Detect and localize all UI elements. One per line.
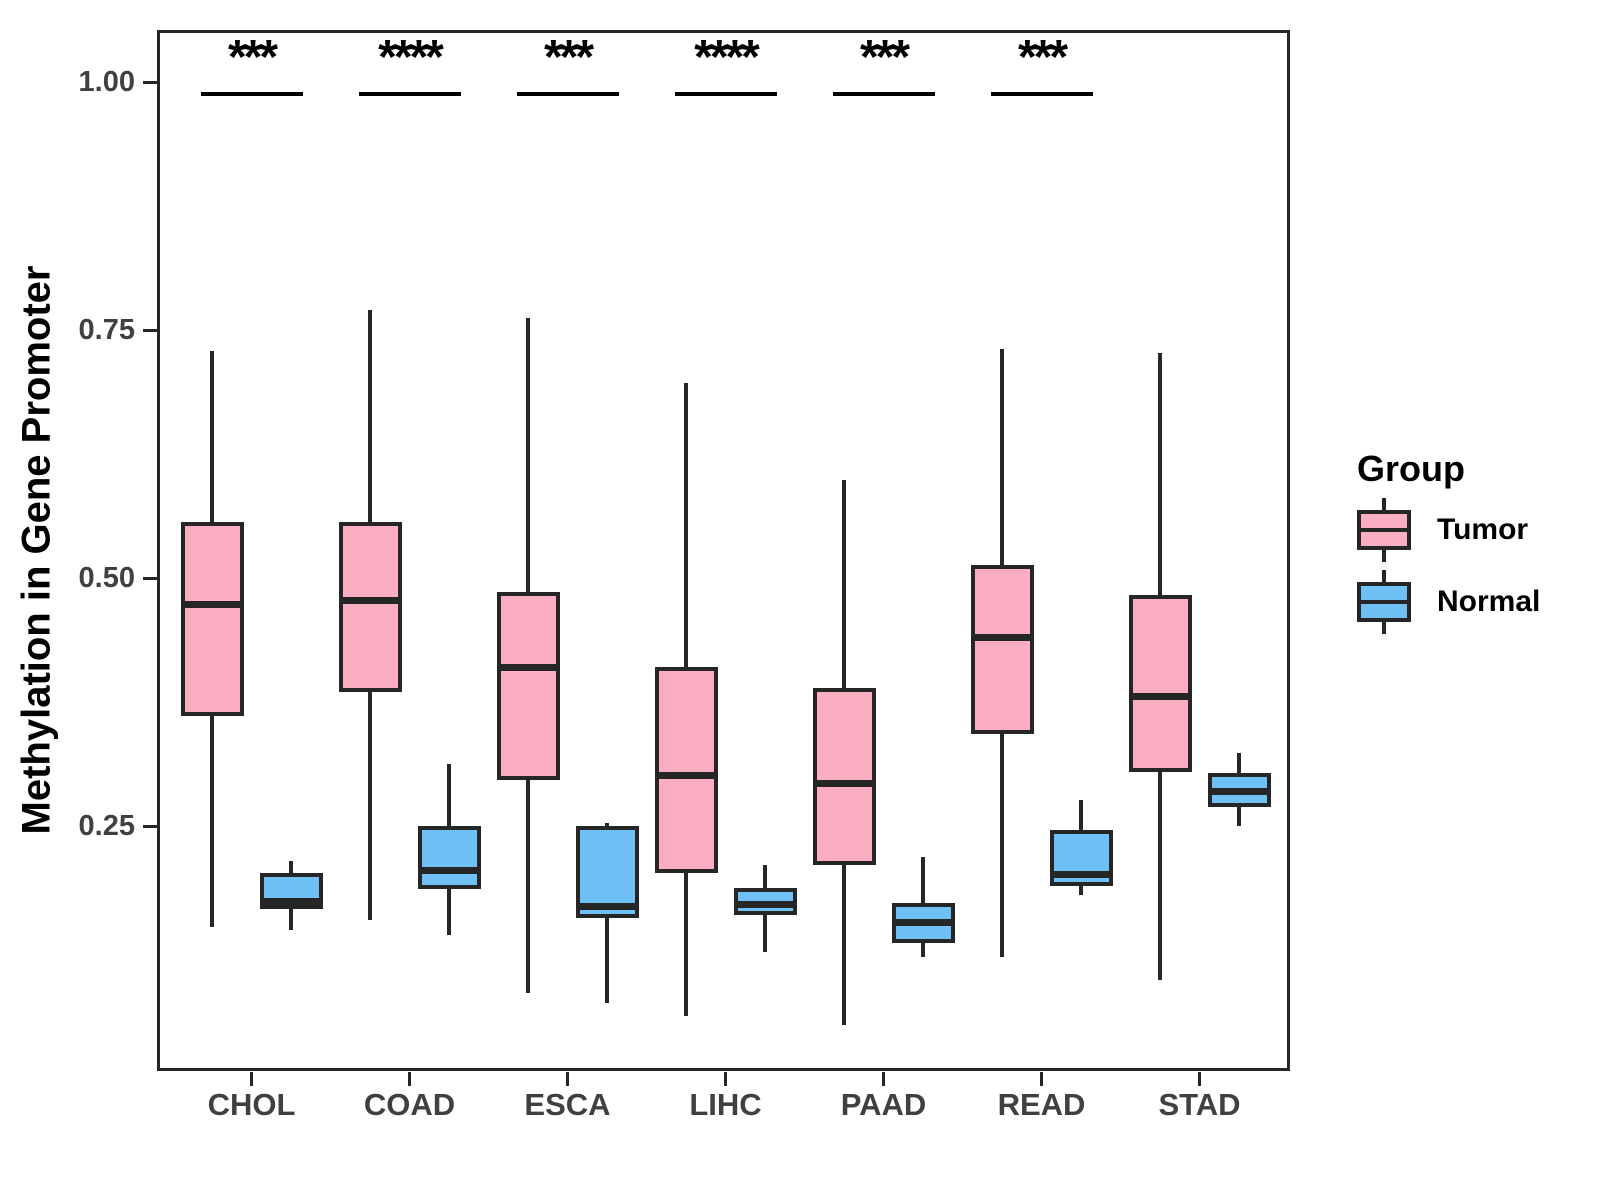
significance-bar-ESCA [516,92,619,96]
median-PAAD-tumor [812,779,876,787]
legend-key-normal-boxplot-icon [1357,570,1411,634]
x-tick-mark-COAD [408,1072,411,1086]
legend-key-tumor-boxplot-icon [1357,498,1411,562]
legend-key-median [1357,600,1411,604]
x-tick-label-CHOL: CHOL [207,1087,296,1122]
significance-stars-LIHC: **** [694,31,760,84]
legend-label-normal: Normal [1437,585,1541,618]
median-LIHC-tumor [654,771,718,779]
box-ESCA-tumor [496,591,560,781]
y-tick-mark-0.50 [143,576,157,580]
significance-bar-LIHC [674,92,777,96]
x-tick-label-ESCA: ESCA [524,1087,611,1122]
median-READ-tumor [970,634,1034,642]
significance-stars-READ: *** [1017,31,1068,84]
box-STAD-tumor [1128,594,1192,773]
y-tick-label-1.00: 1.00 [78,66,135,98]
box-CHOL-tumor [180,522,244,716]
box-LIHC-tumor [654,667,718,873]
plot-panel [157,30,1290,1071]
x-tick-mark-PAAD [882,1072,885,1086]
legend: Group Tumor Normal [1357,448,1587,634]
x-tick-mark-ESCA [566,1072,569,1086]
median-STAD-tumor [1128,692,1192,700]
significance-stars-CHOL: *** [227,31,278,84]
significance-bar-READ [990,92,1093,96]
x-tick-label-PAAD: PAAD [840,1087,927,1122]
x-tick-mark-READ [1040,1072,1043,1086]
x-tick-label-READ: READ [997,1087,1086,1122]
x-tick-mark-STAD [1198,1072,1201,1086]
significance-stars-PAAD: *** [859,31,910,84]
y-tick-mark-0.25 [143,824,157,828]
legend-title: Group [1357,448,1465,489]
median-COAD-tumor [338,597,402,605]
median-PAAD-normal [891,918,955,926]
box-COAD-tumor [338,522,402,693]
median-CHOL-tumor [180,601,244,609]
significance-stars-COAD: **** [378,31,444,84]
median-STAD-normal [1207,787,1271,795]
y-tick-label-0.25: 0.25 [78,810,135,842]
legend-label-tumor: Tumor [1437,513,1529,546]
y-tick-label-0.50: 0.50 [78,562,135,594]
median-ESCA-tumor [496,663,560,671]
legend-key-median [1357,528,1411,532]
x-tick-label-COAD: COAD [363,1087,456,1122]
significance-bar-COAD [358,92,461,96]
median-LIHC-normal [733,900,797,908]
y-axis-title: Methylation in Gene Promoter [14,265,59,835]
x-tick-label-LIHC: LIHC [689,1087,762,1122]
box-PAAD-tumor [812,688,876,865]
box-COAD-normal [417,826,481,890]
box-READ-tumor [970,565,1034,734]
legend-entry-tumor: Tumor [1357,498,1587,562]
significance-stars-ESCA: *** [543,31,594,84]
x-tick-mark-LIHC [724,1072,727,1086]
median-ESCA-normal [575,902,639,910]
median-READ-normal [1049,871,1113,879]
y-tick-mark-0.75 [143,328,157,332]
median-CHOL-normal [259,897,323,905]
significance-bar-PAAD [832,92,935,96]
y-tick-mark-1.00 [143,80,157,84]
y-tick-label-0.75: 0.75 [78,314,135,346]
significance-bar-CHOL [200,92,303,96]
legend-entry-normal: Normal [1357,570,1587,634]
x-tick-mark-CHOL [250,1072,253,1086]
x-tick-label-STAD: STAD [1158,1087,1241,1122]
median-COAD-normal [417,867,481,875]
